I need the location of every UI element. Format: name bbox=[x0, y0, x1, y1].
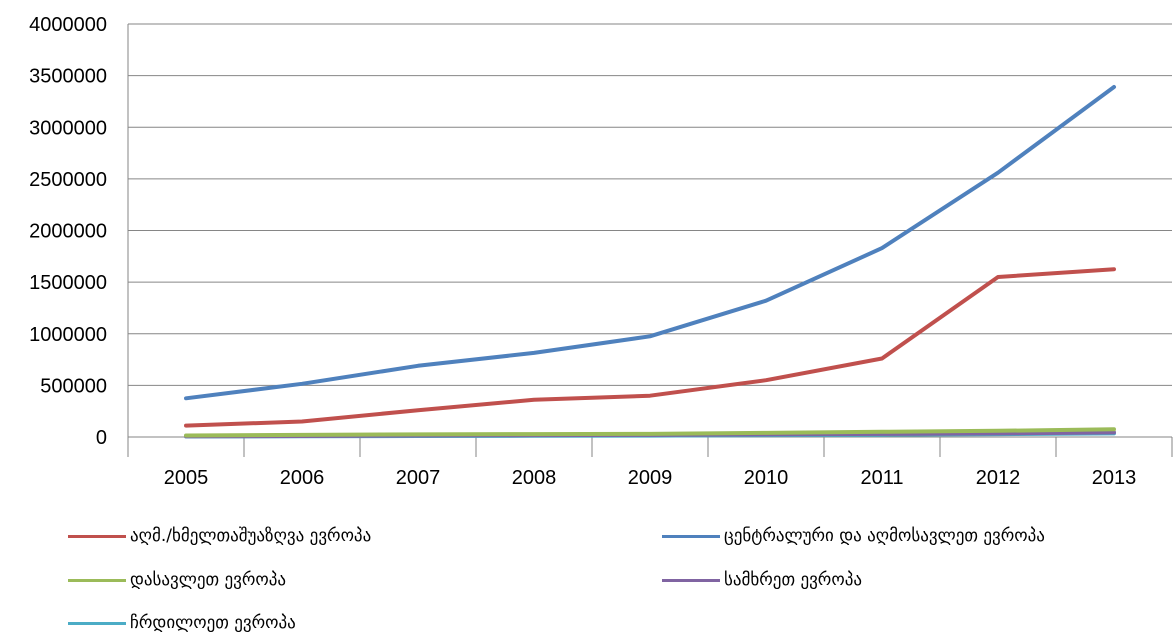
x-tick-label: 2006 bbox=[280, 467, 325, 489]
line-chart: 0 500000 1000000 1500000 2000000 2500000 30000… bbox=[29, 14, 1173, 489]
legend-item-east-mediterranean: აღმ./ხმელთაშუაზღვა ევროპა bbox=[68, 524, 371, 548]
series-line bbox=[184, 85, 1116, 401]
y-tick-label: 2000000 bbox=[29, 221, 107, 243]
legend-swatch bbox=[68, 578, 126, 582]
legend-label: დასავლეთ ევროპა bbox=[130, 570, 287, 590]
legend-label: ცენტრალური და აღმოსავლეთ ევროპა bbox=[724, 526, 1045, 546]
x-tick-label: 2008 bbox=[512, 467, 557, 489]
legend-item-southern: სამხრეთ ევროპა bbox=[662, 568, 862, 592]
x-tick-label: 2007 bbox=[396, 467, 441, 489]
y-tick-label: 0 bbox=[96, 427, 107, 449]
legend-label: ჩრდილოეთ ევროპა bbox=[130, 613, 296, 633]
y-tick-label: 4000000 bbox=[29, 14, 107, 36]
legend-swatch bbox=[68, 534, 126, 538]
y-tick-label: 3000000 bbox=[29, 117, 107, 139]
legend-item-northern: ჩრდილოეთ ევროპა bbox=[68, 611, 296, 635]
x-tick-label: 2012 bbox=[976, 467, 1021, 489]
legend-item-western: დასავლეთ ევროპა bbox=[68, 568, 286, 592]
x-tick-label: 2005 bbox=[164, 467, 209, 489]
legend-label: სამხრეთ ევროპა bbox=[724, 570, 862, 590]
series-line bbox=[184, 267, 1116, 428]
legend-swatch bbox=[68, 621, 126, 625]
y-tick-label: 1500000 bbox=[29, 272, 107, 294]
x-tick-label: 2013 bbox=[1092, 467, 1137, 489]
y-tick-label: 500000 bbox=[40, 375, 107, 397]
legend-swatch bbox=[662, 578, 720, 582]
axes bbox=[127, 24, 1173, 457]
y-tick-labels: 0 500000 1000000 1500000 2000000 2500000 30000… bbox=[29, 14, 107, 449]
x-tick-label: 2009 bbox=[628, 467, 673, 489]
series-line bbox=[184, 427, 1116, 438]
x-tick-label: 2010 bbox=[744, 467, 789, 489]
y-tick-label: 3500000 bbox=[29, 66, 107, 88]
gridlines bbox=[128, 23, 1172, 386]
legend-item-central-eastern: ცენტრალური და აღმოსავლეთ ევროპა bbox=[662, 524, 1045, 548]
x-tick-label: 2011 bbox=[860, 467, 903, 489]
legend-label: აღმ./ხმელთაშუაზღვა ევროპა bbox=[130, 526, 372, 546]
series-lines bbox=[184, 85, 1116, 439]
legend-swatch bbox=[662, 534, 720, 538]
legend: აღმ./ხმელთაშუაზღვა ევროპა ცენტრალური და … bbox=[0, 508, 1175, 644]
x-tick-labels: 2005 2006 2007 2008 2009 2010 2011 2012 2013 bbox=[164, 467, 1137, 489]
y-tick-label: 2500000 bbox=[29, 169, 107, 191]
y-tick-label: 1000000 bbox=[29, 324, 107, 346]
